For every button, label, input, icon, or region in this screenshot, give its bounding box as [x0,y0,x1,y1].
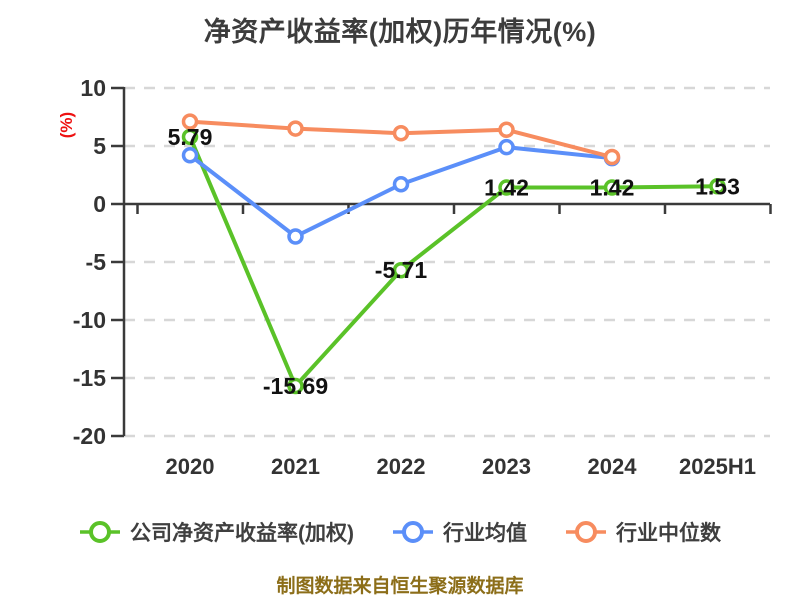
y-tick-label: -15 [73,365,106,391]
legend-marker-company-icon [80,521,120,543]
x-tick-label: 2020 [166,454,215,479]
data-point-industry-mean [498,138,515,156]
legend-label-company-roe: 公司净资产收益率(加权) [130,522,354,545]
legend-marker-industry-mean-icon [393,521,433,543]
legend-label-industry-median: 行业中位数 [616,522,721,545]
data-label-layer: 5.79 -15.69 -5.71 1.42 1.42 1.53 [168,124,740,399]
series-line-company-roe-weighted [188,134,720,389]
legend-item-industry-mean[interactable]: 行业均值 [392,517,527,547]
x-tick-label: 2025H1 [679,454,756,479]
data-point-industry-median [603,148,621,166]
data-label-company-roe-weighted: -15.69 [263,373,328,399]
legend-item-industry-median[interactable]: 行业中位数 [565,517,721,547]
data-label-company-roe-weighted: 1.42 [590,175,635,201]
data-point-industry-mean [392,176,410,193]
y-tick-label: 0 [93,191,106,217]
y-tick-label: -10 [73,307,106,333]
legend-marker-industry-median-icon [566,521,606,543]
y-tick-label: -5 [86,249,107,275]
data-point-industry-mean [287,228,304,245]
legend-label-industry-mean: 行业均值 [443,522,527,545]
data-point-company-roe-weighted [709,178,726,195]
data-point-company-roe-weighted [603,179,621,196]
data-point-industry-median [498,121,515,139]
axis-layer: 10 5 0 -5 -10 -15 -20 2020 2021 2022 2023 2024 2025H… [73,75,772,479]
data-label-company-roe-weighted: 1.53 [695,173,740,199]
x-tick-label: 2022 [377,454,426,479]
data-point-industry-median [181,113,199,130]
y-axis-unit-label: (%) [57,112,76,138]
line-chart-plot: 10 5 0 -5 -10 -15 -20 2020 2021 2022 2023 2024 2025H… [57,75,772,479]
data-label-company-roe-weighted: 5.79 [168,124,213,150]
data-point-industry-median [287,120,304,137]
data-point-company-roe-weighted [392,261,410,279]
y-tick-label: 5 [93,133,106,159]
data-point-industry-median [392,124,410,142]
legend-item-company-roe[interactable]: 公司净资产收益率(加权) [79,517,354,547]
data-source-note: 制图数据来自恒生聚源数据库 [276,576,524,597]
data-label-company-roe-weighted: 1.42 [484,175,529,201]
series-layer [181,113,726,395]
x-tick-label: 2023 [482,454,531,479]
data-point-company-roe-weighted [498,179,515,196]
y-tick-label: -20 [73,423,106,449]
x-tick-label: 2024 [588,454,638,479]
data-point-industry-mean [181,147,199,164]
y-tick-label: 10 [80,75,106,101]
data-point-company-roe-weighted [287,377,304,395]
chart-legend: 公司净资产收益率(加权) 行业均值 行业中位数 [0,517,800,547]
grid-layer [124,86,770,438]
x-tick-label: 2021 [271,454,320,479]
data-label-company-roe-weighted: -5.71 [375,257,428,283]
chart-title: 净资产收益率(加权)历年情况(%) [203,17,597,47]
data-point-company-roe-weighted [181,128,199,146]
